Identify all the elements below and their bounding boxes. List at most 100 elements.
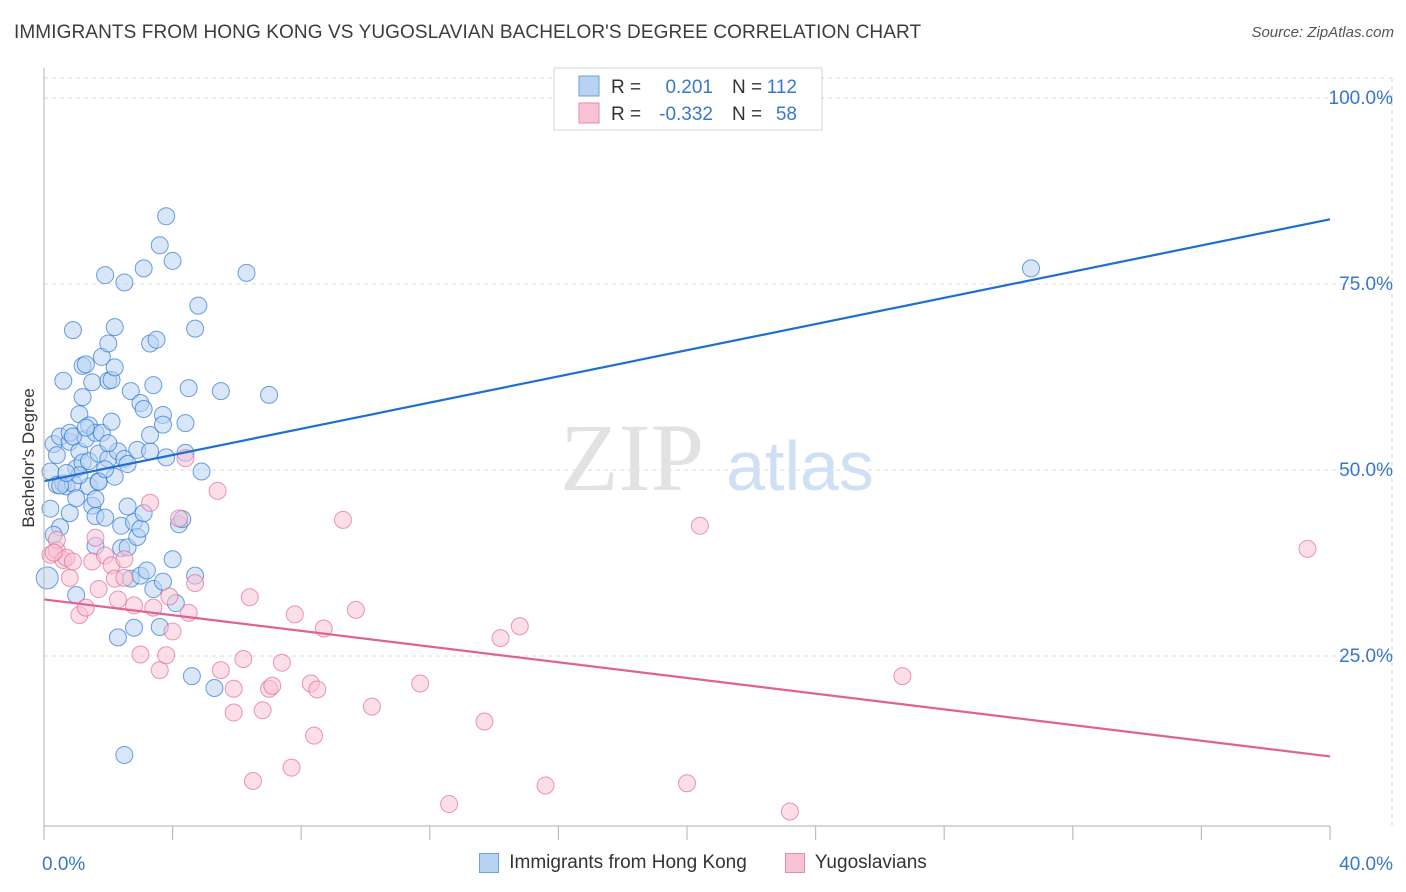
- yugoslavian-point: [780, 802, 799, 821]
- grid: [44, 77, 1393, 826]
- yugoslavian-point: [76, 598, 95, 617]
- hong-kong-point: [189, 296, 208, 315]
- yugoslavian-point: [86, 528, 105, 547]
- source-credit: Source: ZipAtlas.com: [1251, 24, 1394, 41]
- yugoslavian-point: [63, 552, 82, 571]
- hong-kong-point: [96, 266, 115, 285]
- hong-kong-point: [63, 321, 82, 340]
- hong-kong-point: [134, 399, 153, 418]
- hong-kong-point: [60, 504, 79, 523]
- series-legend-label-hong-kong: Immigrants from Hong Kong: [509, 852, 747, 873]
- series-swatch-blue: [479, 853, 500, 873]
- yugoslavian-point: [253, 701, 272, 720]
- axes: 100.0% 75.0% 50.0% 25.0% 0.0% 40.0%: [42, 68, 1393, 875]
- hong-kong-point: [176, 414, 195, 433]
- yugoslavian-point: [224, 703, 243, 722]
- series-legend: Immigrants from Hong Kong Yugoslavians: [0, 852, 1406, 874]
- yugoslavian-point: [333, 510, 352, 529]
- hong-kong-point: [1022, 259, 1041, 278]
- legend-swatch-pink: [578, 102, 600, 124]
- y-axis-label: Bachelor's Degree: [19, 388, 38, 527]
- watermark: ZIP atlas: [560, 404, 874, 511]
- yugoslavian-point: [186, 574, 205, 593]
- x-tick-label-min: 0.0%: [42, 854, 85, 875]
- hong-kong-point: [54, 371, 73, 390]
- hong-kong-point: [99, 334, 118, 353]
- yugoslavian-point: [272, 653, 291, 672]
- hong-kong-point: [105, 358, 124, 377]
- yugoslavian-point: [282, 758, 301, 777]
- hong-kong-point: [47, 446, 66, 465]
- yugoslavian-point: [308, 680, 327, 699]
- hong-kong-point: [83, 373, 102, 392]
- hong-kong-point: [131, 519, 150, 538]
- yugoslavian-point: [224, 679, 243, 698]
- yugoslavian-point: [678, 774, 696, 793]
- hong-kong-point: [115, 745, 134, 764]
- yugoslavian-point: [243, 771, 262, 790]
- yugoslavian-trend-line: [43, 598, 1331, 758]
- yugoslavian-point: [44, 543, 63, 562]
- legend-r-label-2: R =: [611, 104, 641, 125]
- hong-kong-point: [63, 427, 82, 446]
- hong-kong-point: [134, 259, 153, 278]
- y-tick-label: 100.0%: [1329, 88, 1394, 109]
- hong-kong-trend-line: [43, 218, 1331, 483]
- yugoslavian-point: [411, 674, 430, 693]
- yugoslavian-point: [60, 568, 79, 587]
- hong-kong-point: [157, 207, 176, 226]
- yugoslavian-point: [131, 645, 150, 664]
- hong-kong-point: [153, 572, 172, 591]
- yugoslavian-point: [346, 600, 365, 619]
- yugoslavian-point: [157, 646, 176, 665]
- legend-r-value-1: 0.201: [665, 77, 713, 98]
- watermark-zip: ZIP: [560, 404, 704, 511]
- hong-kong-point: [141, 426, 160, 445]
- hong-kong-point: [192, 462, 211, 481]
- data-points: [35, 207, 1317, 821]
- hong-kong-point: [144, 376, 163, 395]
- legend-n-label-2: N =: [732, 104, 762, 125]
- yugoslavian-point: [690, 516, 709, 535]
- yugoslavian-point: [536, 776, 555, 795]
- hong-kong-point: [137, 561, 156, 580]
- hong-kong-point: [237, 263, 256, 282]
- legend-n-label-1: N =: [732, 77, 762, 98]
- hong-kong-point: [150, 236, 169, 255]
- legend-n-value-2: 58: [776, 104, 797, 125]
- yugoslavian-point: [510, 617, 529, 636]
- yugoslavian-point: [211, 661, 230, 680]
- hong-kong-point: [163, 550, 182, 569]
- hong-kong-point: [147, 330, 166, 349]
- yugoslavian-point: [475, 712, 494, 731]
- stats-legend: R = 0.201 N = 112 R = -0.332 N = 58: [553, 67, 823, 131]
- hong-kong-point: [118, 497, 137, 516]
- hong-kong-point: [35, 566, 59, 590]
- yugoslavian-point: [893, 667, 912, 686]
- legend-n-value-1: 112: [767, 77, 797, 98]
- hong-kong-point: [260, 385, 279, 404]
- hong-kong-point: [105, 318, 124, 337]
- hong-kong-point: [67, 489, 86, 508]
- yugoslavian-point: [362, 697, 381, 716]
- yugoslavian-point: [160, 587, 179, 606]
- hong-kong-point: [86, 490, 105, 509]
- yugoslavian-point: [89, 580, 108, 599]
- yugoslavian-point: [115, 550, 134, 569]
- yugoslavian-point: [234, 649, 253, 668]
- hong-kong-point: [57, 463, 76, 482]
- trend-lines: [43, 218, 1331, 758]
- hong-kong-point: [115, 273, 134, 292]
- hong-kong-point: [179, 379, 198, 398]
- hong-kong-point: [41, 499, 60, 518]
- hong-kong-point: [211, 382, 230, 401]
- yugoslavian-point: [240, 588, 259, 607]
- hong-kong-point: [76, 355, 95, 374]
- yugoslavian-point: [440, 795, 459, 814]
- series-legend-item-yugoslavians: Yugoslavians: [784, 852, 927, 874]
- hong-kong-point: [153, 415, 172, 434]
- legend-r-label-1: R =: [611, 77, 641, 98]
- yugoslavian-point: [263, 676, 282, 695]
- series-legend-item-hong-kong: Immigrants from Hong Kong: [479, 852, 747, 874]
